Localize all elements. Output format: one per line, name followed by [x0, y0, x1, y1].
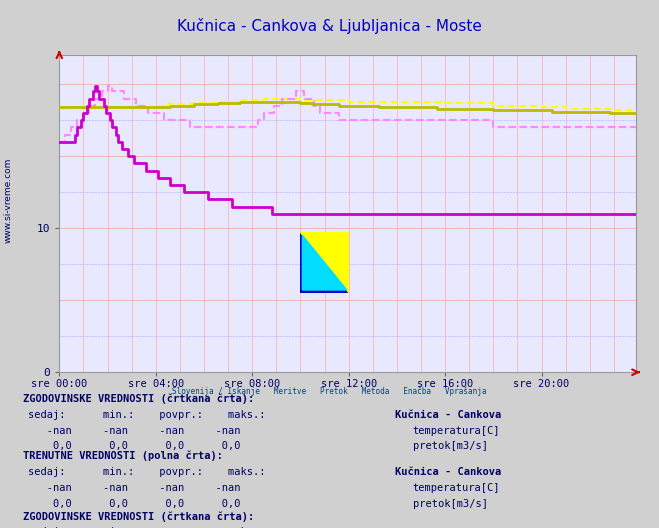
Text: Kučnica - Cankova & Ljubljanica - Moste: Kučnica - Cankova & Ljubljanica - Moste: [177, 18, 482, 34]
Text: ZGODOVINSKE VREDNOSTI (črtkana črta):: ZGODOVINSKE VREDNOSTI (črtkana črta):: [23, 511, 254, 522]
Text: -nan     -nan     -nan     -nan: -nan -nan -nan -nan: [28, 483, 241, 493]
Polygon shape: [302, 235, 347, 290]
Text: -nan     -nan     -nan     -nan: -nan -nan -nan -nan: [28, 426, 241, 436]
Text: pretok[m3/s]: pretok[m3/s]: [413, 499, 488, 509]
Polygon shape: [300, 232, 349, 293]
Text: www.si-vreme.com: www.si-vreme.com: [3, 158, 13, 243]
Text: sedaj:      min.:    povpr.:    maks.:: sedaj: min.: povpr.: maks.:: [28, 410, 266, 420]
Text: Ljubljanica - Moste: Ljubljanica - Moste: [395, 527, 514, 528]
Text: 0,0      0,0      0,0      0,0: 0,0 0,0 0,0 0,0: [28, 441, 241, 451]
Text: 0,0      0,0      0,0      0,0: 0,0 0,0 0,0 0,0: [28, 499, 241, 509]
Text: temperatura[C]: temperatura[C]: [413, 483, 500, 493]
Text: sedaj:      min.:    povpr.:    maks.:: sedaj: min.: povpr.: maks.:: [28, 467, 266, 477]
Text: pretok[m3/s]: pretok[m3/s]: [413, 441, 488, 451]
Text: Kučnica - Cankova: Kučnica - Cankova: [395, 467, 501, 477]
Text: Slovenija / Iskanje   Meritve   Pretok   Metoda   Enačba   Vprašanja: Slovenija / Iskanje Meritve Pretok Metod…: [172, 386, 487, 396]
Text: temperatura[C]: temperatura[C]: [413, 426, 500, 436]
Polygon shape: [300, 232, 349, 293]
Text: sedaj:      min.:    povpr.:    maks.:: sedaj: min.: povpr.: maks.:: [28, 527, 266, 528]
Text: TRENUTNE VREDNOSTI (polna črta):: TRENUTNE VREDNOSTI (polna črta):: [23, 451, 223, 461]
Text: Kučnica - Cankova: Kučnica - Cankova: [395, 410, 501, 420]
Text: ZGODOVINSKE VREDNOSTI (črtkana črta):: ZGODOVINSKE VREDNOSTI (črtkana črta):: [23, 393, 254, 404]
